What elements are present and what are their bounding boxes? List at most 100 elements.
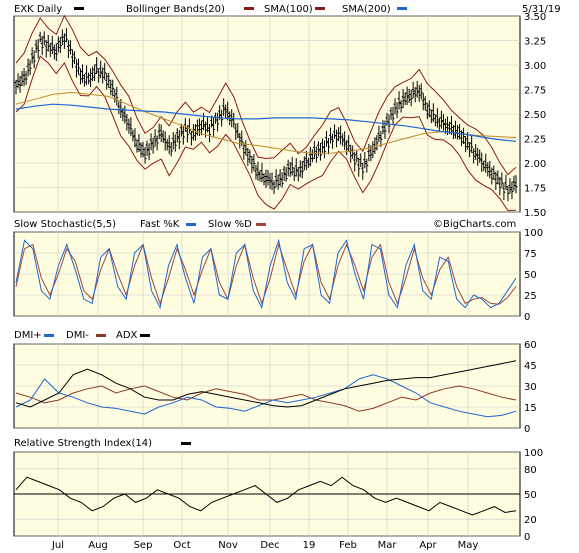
dmi-y-tick-label: 0 [524,424,530,435]
stochastic-fast-k-swatch [186,223,196,226]
price-bar [381,120,385,135]
price-bar [141,141,145,158]
price-bar [308,146,312,167]
price-bar [500,172,504,188]
price-bar [512,175,516,191]
price-bar [129,117,133,137]
price-bar [254,164,258,180]
price-bar [296,167,300,182]
price-bar [492,165,496,180]
price-bar [159,124,163,143]
price-bar [504,174,508,190]
price-bar [464,136,468,153]
price-bar [409,90,413,107]
price-bar [179,123,183,137]
price-bar [38,31,42,43]
price-bar [191,124,195,141]
price-bar [375,135,379,151]
price-bar [335,129,339,148]
price-bar [24,70,28,85]
price-bar [496,170,500,185]
price-bar [272,180,276,194]
price-lines [15,14,517,212]
price-bar [137,133,141,153]
dmi-lines [15,360,517,418]
price-bar [83,74,87,87]
dmi-y-tick-label: 30 [524,382,537,393]
price-bar [133,128,137,148]
price-bar [266,169,270,186]
month-label: 19 [303,540,316,551]
price-bar [367,143,371,162]
price-bar [165,138,169,151]
price-bar [395,102,399,119]
dmi-y-tick-label: 15 [524,403,537,414]
price-bar [58,37,62,54]
price-bar [175,128,179,143]
price-bar [236,122,240,139]
price-bar [405,86,409,105]
price-bar [161,130,165,143]
stochastic-fast-k-label: Fast %K [140,219,180,230]
dmi-plus-label: DMI+ [14,330,42,341]
price-bar [314,146,318,163]
price-y-tick-label: 1.75 [524,184,546,195]
price-bar [36,38,40,59]
price-bar [105,72,109,90]
price-bar [127,118,131,134]
price-bar [401,88,405,109]
price-bar [109,79,113,96]
month-label: Dec [260,540,279,551]
indicator-bb-label: Bollinger Bands(20) [126,4,225,15]
price-bar [72,51,76,64]
price-bar [421,92,425,111]
price-bar [320,138,324,154]
price-bar [462,127,466,145]
price-bar [123,105,127,124]
price-bar [226,101,230,121]
price-bar [74,59,78,78]
price-bar [439,110,443,129]
price-bar [32,50,36,69]
price-bar [458,124,462,140]
watermark: ©BigCharts.com [433,219,516,230]
dmi-grid [14,343,520,429]
price-bar [482,160,486,172]
price-bar [391,106,395,126]
stochastic-slow-d-swatch [256,223,266,226]
price-bar [345,139,349,156]
price-bar [66,40,70,59]
price-bar [181,125,185,145]
rsi-y-ticks: 0 20 50 80 100 [524,448,543,543]
price-bar [258,170,262,182]
price-bar [419,83,423,100]
price-bar [490,167,494,185]
bollinger-lower-line [15,55,517,212]
price-bar [250,155,254,174]
price-bar [89,68,93,88]
rsi-panel: Relative Strength Index(14) 0 20 50 80 100 [13,438,543,543]
month-label: Aug [88,540,108,551]
indicator-sma100-label: SMA(100) [264,4,313,15]
price-bar [48,42,52,58]
price-bar [115,86,119,106]
month-label: Feb [339,540,357,551]
price-bar [173,134,177,152]
stochastic-y-tick-label: 50 [524,270,537,281]
rsi-y-tick-label: 80 [524,465,537,476]
fast-k-line [15,238,517,310]
dmi-plus-swatch [44,334,54,337]
month-label: Nov [218,540,238,551]
price-bar [351,145,355,159]
price-bar [454,120,458,139]
price-bar [189,130,193,146]
price-bar [262,173,266,186]
price-bar [510,181,514,199]
indicator-sma200-swatch [397,7,407,10]
month-label: Mar [378,540,398,551]
price-bar [64,27,68,43]
price-bar [329,127,333,144]
price-bar [216,112,220,132]
rsi-y-tick-label: 0 [524,532,530,543]
